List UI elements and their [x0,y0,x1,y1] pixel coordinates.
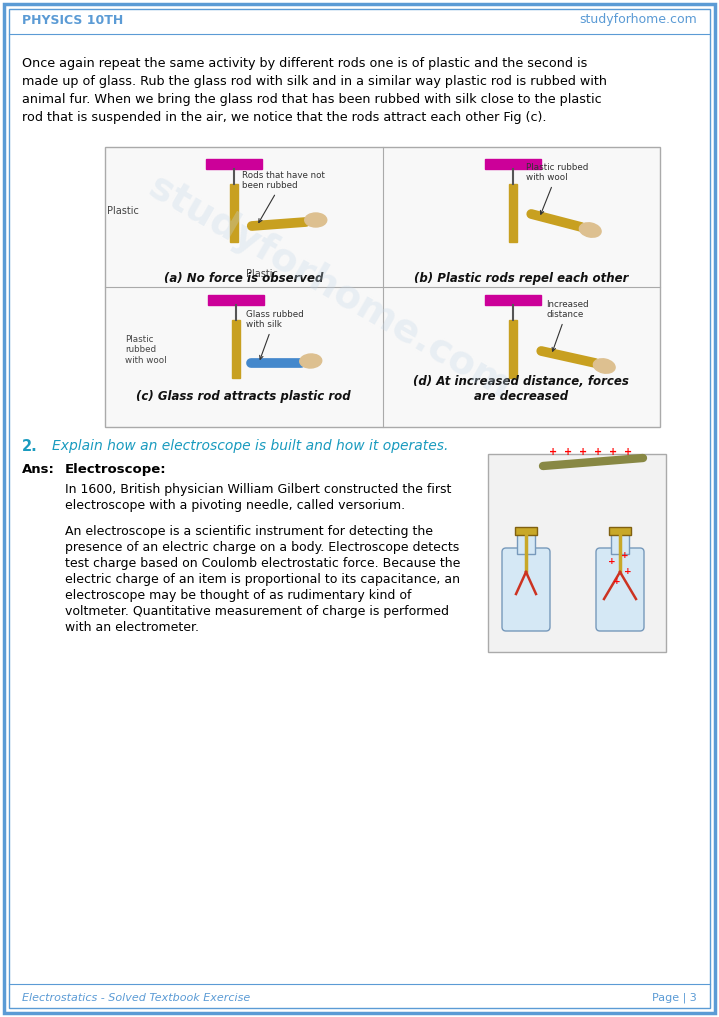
Text: Plastic
rubbed
with wool: Plastic rubbed with wool [125,335,167,365]
Bar [509,184,517,242]
Text: electroscope may be thought of as rudimentary kind of: electroscope may be thought of as rudime… [65,589,411,602]
Text: Rods that have not
been rubbed: Rods that have not been rubbed [242,171,324,223]
Text: Plastic rubbed
with wool: Plastic rubbed with wool [526,163,589,215]
Text: +: + [609,447,617,457]
Text: Ans:: Ans: [22,463,55,476]
Text: PHYSICS 10TH: PHYSICS 10TH [22,13,123,26]
Text: 2.: 2. [22,439,38,454]
Text: studyforhome.com: studyforhome.com [580,13,697,26]
Bar [609,527,631,535]
Bar [230,184,238,242]
Text: (a) No force is observed: (a) No force is observed [164,272,324,285]
Text: +: + [579,447,587,457]
Text: +: + [594,447,602,457]
Text: made up of glass. Rub the glass rod with silk and in a similar way plastic rod i: made up of glass. Rub the glass rod with… [22,75,607,88]
Text: An electroscope is a scientific instrument for detecting the: An electroscope is a scientific instrume… [65,525,433,538]
Ellipse shape [300,354,321,368]
Text: +: + [621,550,629,559]
Text: with an electrometer.: with an electrometer. [65,621,199,634]
Text: voltmeter. Quantitative measurement of charge is performed: voltmeter. Quantitative measurement of c… [65,605,449,618]
Text: Electroscope:: Electroscope: [65,463,167,476]
Text: (b) Plastic rods repel each other: (b) Plastic rods repel each other [414,272,628,285]
Bar [509,320,517,378]
Text: Explain how an electroscope is built and how it operates.: Explain how an electroscope is built and… [52,439,449,453]
Text: +: + [624,567,632,577]
Text: (d) At increased distance, forces
are decreased: (d) At increased distance, forces are de… [413,375,629,403]
Text: Plastic: Plastic [107,206,139,216]
Bar [611,532,629,554]
Bar [105,147,660,427]
Text: (c) Glass rod attracts plastic rod: (c) Glass rod attracts plastic rod [137,390,351,403]
Text: +: + [549,447,557,457]
Ellipse shape [580,223,601,237]
Text: studyforhome.com: studyforhome.com [142,168,518,407]
Text: Increased
distance: Increased distance [546,300,589,351]
Bar [232,320,239,378]
Text: electroscope with a pivoting needle, called versorium.: electroscope with a pivoting needle, cal… [65,499,405,512]
Text: In 1600, British physician William Gilbert constructed the first: In 1600, British physician William Gilbe… [65,483,452,496]
Text: Glass rubbed
with silk: Glass rubbed with silk [246,309,303,359]
Bar [485,159,541,169]
Text: +: + [608,557,615,566]
Bar [208,295,264,305]
Ellipse shape [593,359,615,373]
Text: presence of an electric charge on a body. Electroscope detects: presence of an electric charge on a body… [65,541,459,554]
Text: Electrostatics - Solved Textbook Exercise: Electrostatics - Solved Textbook Exercis… [22,993,250,1003]
Bar [488,454,666,652]
Text: Once again repeat the same activity by different rods one is of plastic and the : Once again repeat the same activity by d… [22,57,587,70]
Text: Page | 3: Page | 3 [652,993,697,1003]
Text: +: + [613,578,620,587]
Ellipse shape [305,213,326,227]
Text: test charge based on Coulomb electrostatic force. Because the: test charge based on Coulomb electrostat… [65,557,460,570]
Text: +: + [624,447,632,457]
Text: animal fur. When we bring the glass rod that has been rubbed with silk close to : animal fur. When we bring the glass rod … [22,93,602,106]
FancyBboxPatch shape [502,548,550,631]
Text: +: + [564,447,572,457]
Text: Plastic: Plastic [246,270,278,279]
Bar [485,295,541,305]
Bar [517,532,535,554]
Text: rod that is suspended in the air, we notice that the rods attract each other Fig: rod that is suspended in the air, we not… [22,111,546,124]
FancyBboxPatch shape [596,548,644,631]
Text: electric charge of an item is proportional to its capacitance, an: electric charge of an item is proportion… [65,573,460,586]
Bar [206,159,262,169]
Bar [515,527,537,535]
